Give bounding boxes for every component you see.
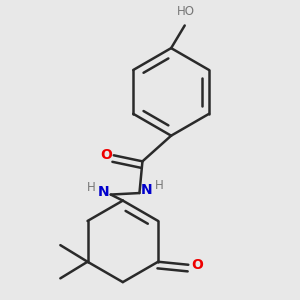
Text: O: O [191,258,203,272]
Text: N: N [141,183,153,197]
Text: H: H [155,179,164,192]
Text: HO: HO [177,5,195,18]
Text: H: H [87,181,95,194]
Text: O: O [100,148,112,162]
Text: N: N [98,184,109,199]
